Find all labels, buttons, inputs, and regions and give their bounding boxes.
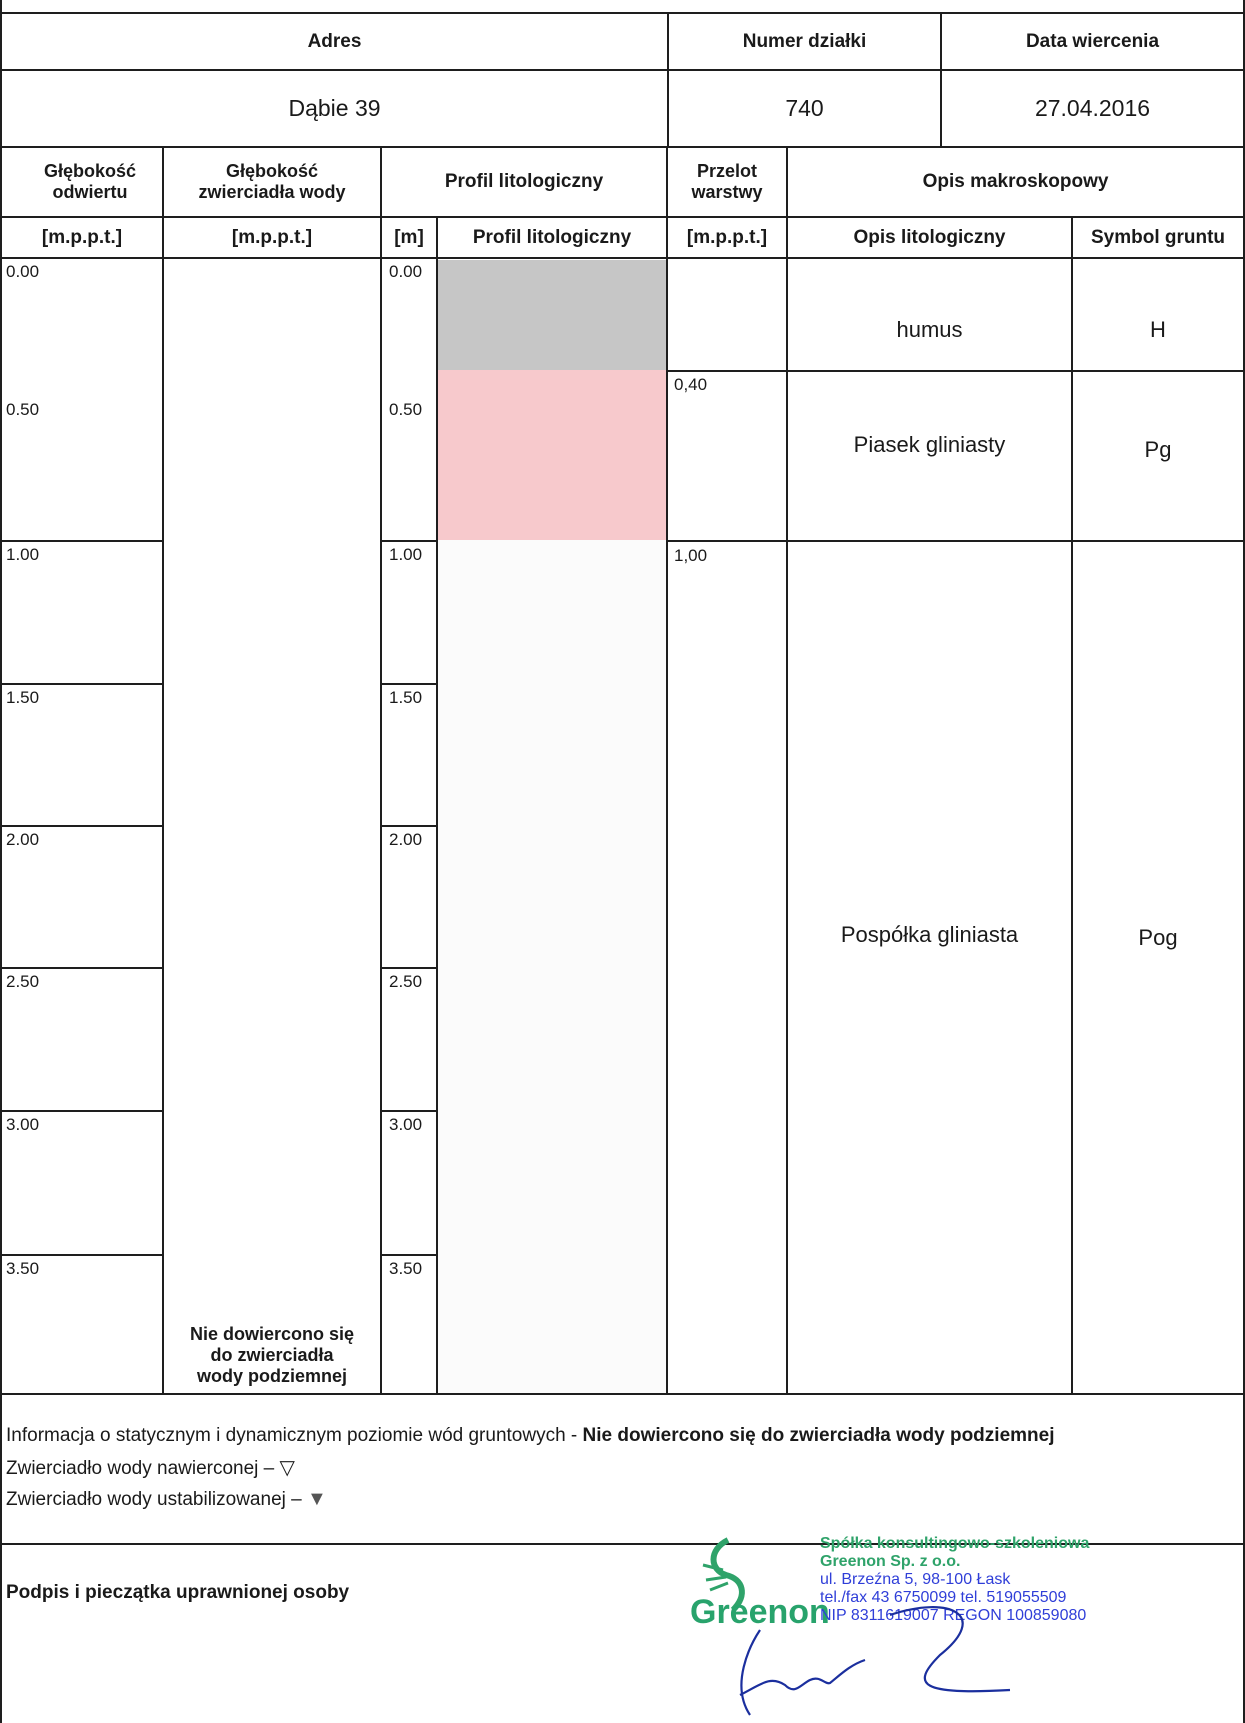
m-tick: 2.00 [389,830,423,849]
stabilized-water-label: Zwierciadło wody ustabilizowanej – [6,1489,307,1510]
drilled-water-label: Zwierciadło wody nawierconej – [6,1458,280,1479]
parcel-label: Numer działki [742,30,867,52]
layer-top-value: 1,00 [674,546,708,565]
layer-description: humus [896,317,963,343]
depth-tick: 3.00 [6,1115,40,1134]
layer-top-unit: [m.p.p.t.] [686,226,768,248]
company-stamp: Greenon Spółka konsultingowo-szkoleniowa… [690,1535,1130,1723]
depth-tick: 3.50 [6,1259,40,1278]
logo-wordmark: Greenon [690,1593,830,1631]
layer-symbol: Pg [1144,437,1172,463]
depth-tick: 1.00 [6,545,40,564]
m-tick: 3.00 [389,1115,423,1134]
drilled-water-legend: Zwierciadło wody nawierconej – ▽ [6,1455,295,1480]
m-tick: 1.50 [389,688,423,707]
layer-symbol: H [1150,317,1166,343]
m-tick: 3.50 [389,1259,423,1278]
macro-header: Opis makroskopowy [922,171,1109,193]
signature-label: Podpis i pieczątka uprawnionej osoby [6,1582,350,1603]
address-value: Dąbie 39 [288,95,381,122]
groundwater-info: Informacja o statycznym i dynamicznym po… [6,1425,1054,1447]
groundwater-info-prefix: Informacja o statycznym i dynamicznym po… [6,1425,583,1446]
layer-top-header: Przelot warstwy [691,161,763,202]
profile-subheader: Profil litologiczny [472,226,632,248]
date-label: Data wiercenia [1025,30,1160,52]
depth-tick: 2.00 [6,830,40,849]
stabilized-water-legend: Zwierciadło wody ustabilizowanej – ▼ [6,1488,327,1511]
layer-top-value: 0,40 [674,375,708,394]
litho-desc-header: Opis litologiczny [853,226,1006,248]
depth-unit: [m.p.p.t.] [41,226,123,248]
stamp-text: Spółka konsultingowo-szkoleniowa Greenon… [820,1535,1089,1625]
depth-header: Głębokość odwiertu [43,161,137,202]
depth-tick: 2.50 [6,972,40,991]
filled-triangle-icon: ▼ [306,1488,327,1510]
depth-tick: 1.50 [6,688,40,707]
layer-description: Piasek gliniasty [853,432,1006,458]
stamp-line: tel./fax 43 6750099 tel. 519055509 [820,1588,1067,1606]
soil-symbol-header: Symbol gruntu [1090,226,1226,248]
layer-symbol: Pog [1138,925,1178,951]
stamp-line: ul. Brzeźna 5, 98-100 Łask [820,1570,1011,1588]
stamp-line: NIP 8311619007 REGON 100859080 [820,1606,1087,1624]
signature-icon [739,1606,1011,1716]
m-unit: [m] [394,226,424,248]
depth-tick: 0.00 [6,262,40,281]
layer-fill-humus [437,260,666,370]
stamp-line: Greenon Sp. z o.o. [820,1552,961,1570]
open-triangle-icon: ▽ [279,1457,295,1479]
water-header: Głębokość zwierciadła wody [198,161,346,202]
layer-fill-pospolka [437,540,666,1393]
layer-fill-piasek [437,370,666,540]
m-tick: 1.00 [389,545,423,564]
water-note: Nie dowiercono się do zwierciadła wody p… [189,1324,355,1386]
parcel-value: 740 [785,95,824,122]
groundwater-info-bold: Nie dowiercono się do zwierciadła wody p… [582,1425,1055,1446]
profile-header: Profil litologiczny [444,171,604,193]
m-tick: 0.50 [389,400,423,419]
depth-tick: 0.50 [6,400,40,419]
m-tick: 2.50 [389,972,423,991]
layer-description: Pospółka gliniasta [840,922,1019,948]
stamp-line: Spółka konsultingowo-szkoleniowa [820,1535,1090,1552]
date-value: 27.04.2016 [1034,95,1151,122]
m-tick: 0.00 [389,262,423,281]
water-unit: [m.p.p.t.] [231,226,313,248]
address-label: Adres [307,30,362,52]
seahorse-logo-icon [702,1537,745,1613]
